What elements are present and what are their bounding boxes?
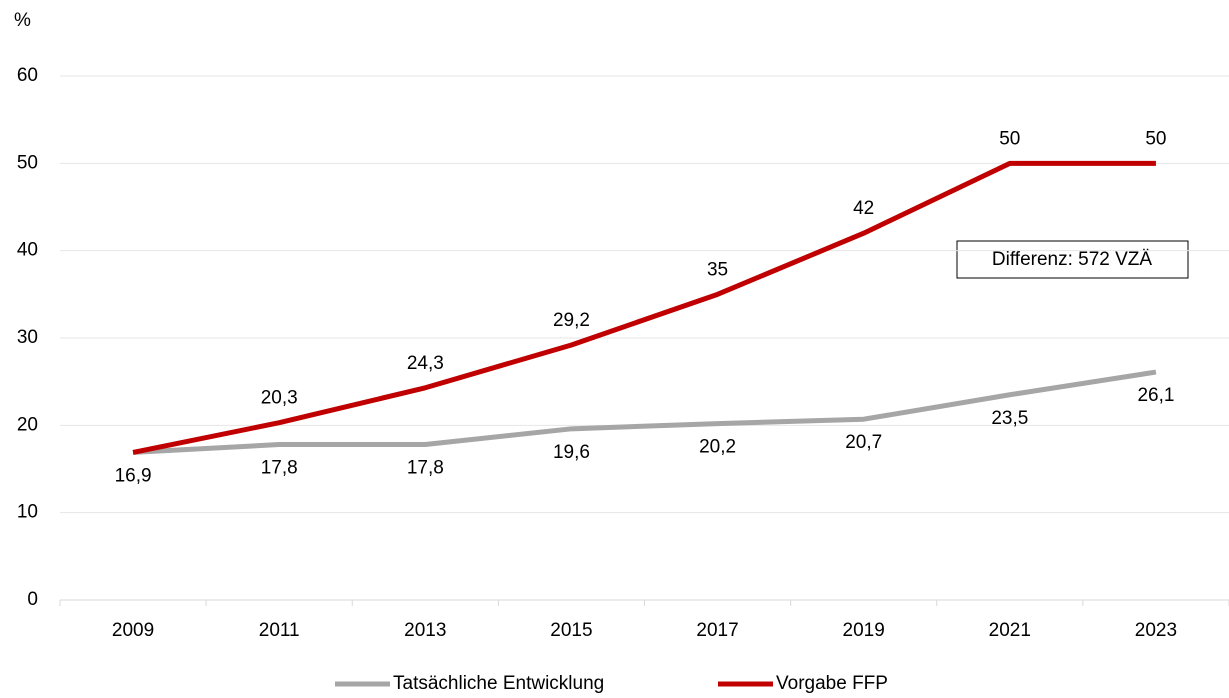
data-label: 17,8 (407, 458, 444, 479)
data-label: 20,7 (845, 432, 882, 453)
x-tick-label: 2021 (989, 620, 1031, 641)
x-tick-label: 2011 (259, 620, 300, 641)
y-tick-label: 50 (17, 152, 38, 173)
data-label: 35 (707, 259, 728, 280)
y-tick-label: 0 (27, 589, 38, 610)
x-tick-label: 2023 (1135, 620, 1177, 641)
series-line (132, 160, 1156, 455)
data-label: 29,2 (553, 310, 590, 331)
data-label: 19,6 (553, 442, 590, 463)
legend-label: Tatsächliche Entwicklung (393, 673, 604, 694)
data-label: 24,3 (407, 353, 444, 374)
data-label: 20,3 (261, 388, 298, 409)
data-label: 42 (853, 198, 874, 219)
data-label: 50 (1145, 128, 1166, 149)
data-label: 50 (999, 128, 1020, 149)
legend-label: Vorgabe FFP (776, 673, 888, 694)
x-tick-label: 2017 (696, 620, 738, 641)
data-label: 16,9 (115, 465, 152, 486)
data-label: 17,8 (261, 458, 298, 479)
x-tick-label: 2009 (112, 620, 154, 641)
annotation: Differenz: 572 VZÄ (992, 249, 1153, 270)
series-line (132, 369, 1157, 455)
y-unit-label: % (14, 10, 31, 31)
data-label: 26,1 (1137, 385, 1174, 406)
x-tick-label: 2019 (843, 620, 885, 641)
y-tick-label: 20 (17, 414, 38, 435)
y-tick-label: 60 (17, 65, 38, 86)
y-tick-label: 40 (17, 240, 38, 261)
data-label: 23,5 (991, 408, 1028, 429)
x-tick-label: 2015 (550, 620, 592, 641)
y-tick-label: 10 (17, 502, 38, 523)
data-label: 20,2 (699, 437, 736, 458)
x-tick-label: 2013 (404, 620, 446, 641)
y-tick-label: 30 (17, 327, 38, 348)
annotation-box (956, 240, 1189, 279)
